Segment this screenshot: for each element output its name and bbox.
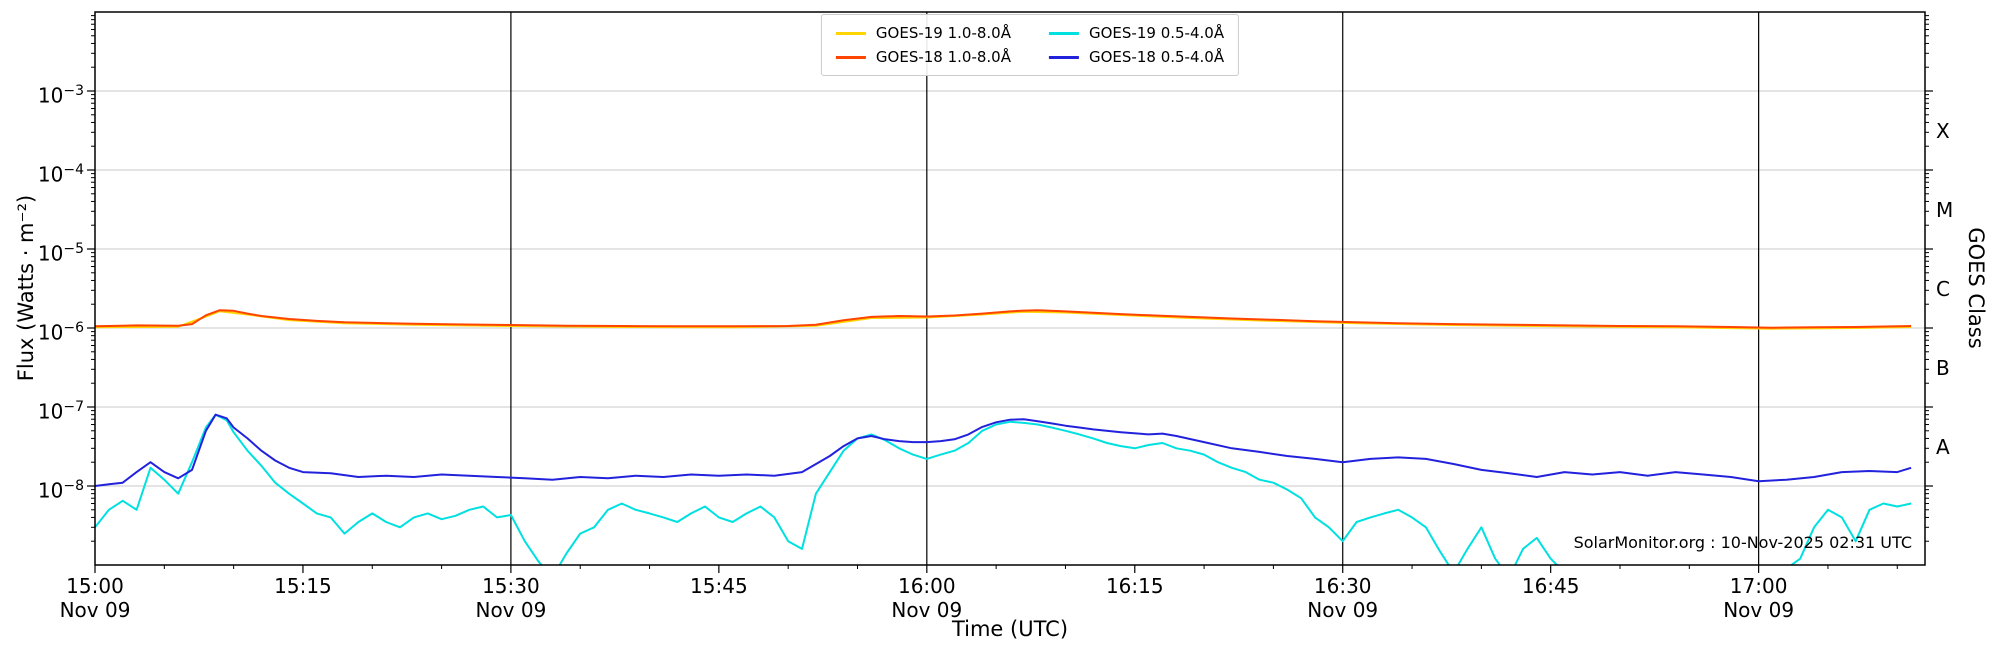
series-line-goes18-long xyxy=(95,309,1912,329)
series-line-goes18-short xyxy=(95,413,1912,487)
series-line-goes19-short xyxy=(95,413,1912,565)
plot-border xyxy=(94,11,1926,566)
